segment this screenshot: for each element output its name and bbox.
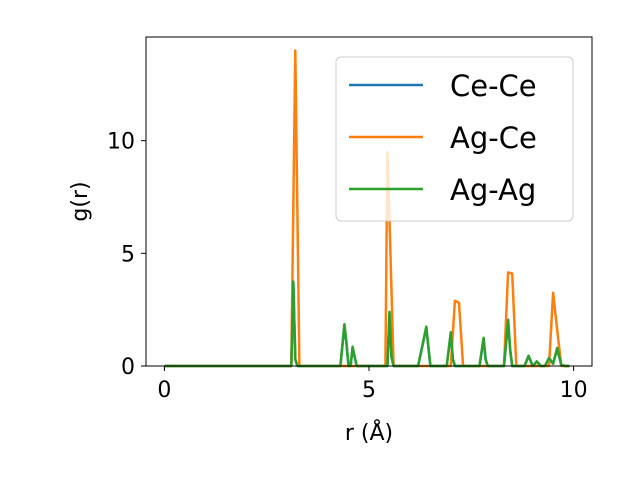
ticks-layer: 0 5 10 0 5 10 xyxy=(107,130,588,403)
x-tick-label: 0 xyxy=(157,378,171,403)
y-tick-label: 0 xyxy=(121,355,135,380)
legend-label: Ag-Ag xyxy=(450,173,536,207)
x-tick-label: 10 xyxy=(560,378,588,403)
y-axis-label: g(r) xyxy=(68,181,93,221)
legend-box xyxy=(335,56,574,222)
legend: Ce-Ce Ag-Ce Ag-Ag xyxy=(335,56,574,222)
legend-label: Ag-Ce xyxy=(450,121,537,155)
x-tick-label: 5 xyxy=(362,378,376,403)
x-axis-label: r (Å) xyxy=(345,419,393,446)
legend-label: Ce-Ce xyxy=(450,69,537,103)
y-tick-label: 10 xyxy=(107,130,135,155)
y-tick-label: 5 xyxy=(121,242,135,267)
